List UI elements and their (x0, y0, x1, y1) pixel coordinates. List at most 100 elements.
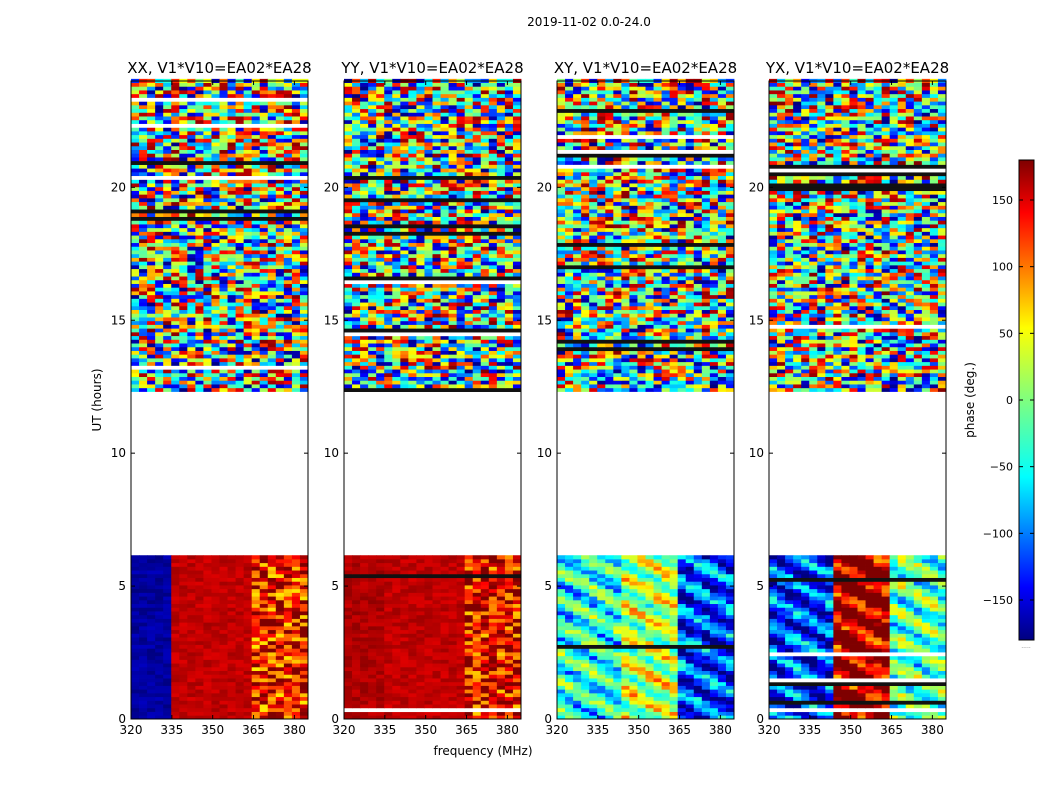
heatmap-cell (139, 213, 147, 217)
heatmap-cell (441, 265, 449, 269)
heatmap-cell (424, 265, 432, 269)
heatmap-cell (368, 187, 376, 191)
heatmap-cell (171, 332, 179, 336)
heatmap-cell (497, 600, 505, 604)
heatmap-cell (179, 630, 187, 634)
heatmap-cell (284, 678, 292, 682)
heatmap-cell (211, 700, 219, 704)
heatmap-cell (228, 641, 236, 645)
heatmap-cell (163, 280, 171, 284)
heatmap-cell (211, 592, 219, 596)
heatmap-cell (292, 198, 300, 202)
heatmap-cell (244, 712, 252, 716)
heatmap-cell (416, 682, 424, 686)
heatmap-cell (244, 384, 252, 388)
heatmap-cell (352, 578, 360, 582)
heatmap-cell (203, 269, 211, 273)
heatmap-cell (292, 600, 300, 604)
heatmap-cell (408, 295, 416, 299)
heatmap-cell (360, 258, 368, 262)
heatmap-cell (481, 674, 489, 678)
heatmap-cell (139, 347, 147, 351)
heatmap-cell (171, 86, 179, 90)
heatmap-cell (392, 559, 400, 563)
heatmap-cell (147, 172, 155, 176)
heatmap-cell (384, 291, 392, 295)
heatmap-cell (416, 239, 424, 243)
heatmap-cell (449, 377, 457, 381)
heatmap-cell (139, 630, 147, 634)
heatmap-cell (292, 179, 300, 183)
heatmap-cell (187, 90, 195, 94)
heatmap-cell (260, 94, 268, 98)
heatmap-cell (171, 708, 179, 712)
heatmap-cell (195, 600, 203, 604)
heatmap-cell (441, 313, 449, 317)
heatmap-cell (408, 600, 416, 604)
heatmap-cell (139, 611, 147, 615)
heatmap-cell (416, 384, 424, 388)
heatmap-cell (187, 86, 195, 90)
heatmap-cell (473, 377, 481, 381)
heatmap-cell (187, 607, 195, 611)
heatmap-cell (211, 205, 219, 209)
heatmap-cell (465, 678, 473, 682)
heatmap-cell (179, 261, 187, 265)
heatmap-cell (139, 94, 147, 98)
heatmap-cell (195, 269, 203, 273)
heatmap-cell (457, 194, 465, 198)
heatmap-cell (433, 667, 441, 671)
heatmap-cell (473, 291, 481, 295)
heatmap-cell (163, 284, 171, 288)
heatmap-cell (513, 161, 521, 165)
heatmap-cell (147, 213, 155, 217)
flag-band (344, 332, 521, 336)
heatmap-cell (513, 659, 521, 663)
heatmap-cell (408, 343, 416, 347)
heatmap-cell (252, 157, 260, 161)
heatmap-cell (424, 336, 432, 340)
heatmap-cell (220, 325, 228, 329)
heatmap-cell (368, 302, 376, 306)
heatmap-cell (244, 153, 252, 157)
heatmap-cell (360, 600, 368, 604)
heatmap-cell (368, 291, 376, 295)
heatmap-cell (187, 633, 195, 637)
heatmap-cell (376, 689, 384, 693)
heatmap-cell (131, 682, 139, 686)
heatmap-cell (228, 280, 236, 284)
heatmap-cell (163, 559, 171, 563)
heatmap-cell (352, 135, 360, 139)
heatmap-cell (416, 243, 424, 247)
heatmap-cell (211, 168, 219, 172)
heatmap-cell (376, 243, 384, 247)
heatmap-cell (344, 153, 352, 157)
heatmap-cell (473, 317, 481, 321)
heatmap-cell (171, 164, 179, 168)
heatmap-cell (163, 191, 171, 195)
heatmap-cell (497, 693, 505, 697)
heatmap-cell (211, 600, 219, 604)
heatmap-cell (155, 321, 163, 325)
heatmap-cell (384, 164, 392, 168)
heatmap-cell (260, 384, 268, 388)
heatmap-cell (292, 336, 300, 340)
heatmap-cell (433, 254, 441, 258)
heatmap-cell (352, 365, 360, 369)
heatmap-cell (392, 607, 400, 611)
heatmap-cell (424, 302, 432, 306)
heatmap-cell (131, 246, 139, 250)
heatmap-cell (203, 101, 211, 105)
heatmap-cell (163, 659, 171, 663)
heatmap-cell (449, 626, 457, 630)
heatmap-cell (155, 183, 163, 187)
heatmap-cell (155, 700, 163, 704)
heatmap-cell (392, 581, 400, 585)
heatmap-cell (481, 272, 489, 276)
heatmap-cell (211, 693, 219, 697)
heatmap-cell (376, 704, 384, 708)
heatmap-cell (220, 287, 228, 291)
heatmap-cell (179, 276, 187, 280)
heatmap-cell (211, 369, 219, 373)
heatmap-cell (268, 90, 276, 94)
